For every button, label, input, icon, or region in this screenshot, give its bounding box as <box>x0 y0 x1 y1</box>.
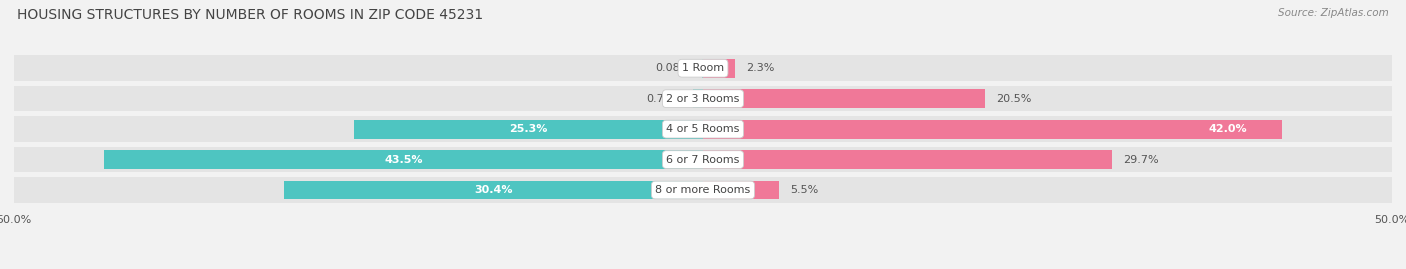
Bar <box>703 59 735 78</box>
Text: 5.5%: 5.5% <box>790 185 818 195</box>
Text: Source: ZipAtlas.com: Source: ZipAtlas.com <box>1278 8 1389 18</box>
Text: 43.5%: 43.5% <box>384 155 423 165</box>
Bar <box>703 120 1282 139</box>
Bar <box>693 89 703 108</box>
Text: 30.4%: 30.4% <box>474 185 513 195</box>
Bar <box>284 180 703 200</box>
Text: 25.3%: 25.3% <box>509 124 548 134</box>
Bar <box>14 116 1392 142</box>
Bar <box>703 89 986 108</box>
Bar <box>14 55 1392 81</box>
Bar <box>14 147 1392 172</box>
Text: 2.3%: 2.3% <box>745 63 775 73</box>
Text: 2 or 3 Rooms: 2 or 3 Rooms <box>666 94 740 104</box>
Bar <box>104 150 703 169</box>
Text: 6 or 7 Rooms: 6 or 7 Rooms <box>666 155 740 165</box>
Text: 20.5%: 20.5% <box>997 94 1032 104</box>
Bar <box>14 177 1392 203</box>
Text: 42.0%: 42.0% <box>1209 124 1247 134</box>
Text: HOUSING STRUCTURES BY NUMBER OF ROOMS IN ZIP CODE 45231: HOUSING STRUCTURES BY NUMBER OF ROOMS IN… <box>17 8 484 22</box>
Bar <box>703 180 779 200</box>
Bar <box>354 120 703 139</box>
Text: 29.7%: 29.7% <box>1123 155 1159 165</box>
Text: 1 Room: 1 Room <box>682 63 724 73</box>
Bar <box>14 86 1392 111</box>
Bar <box>703 150 1112 169</box>
Text: 8 or more Rooms: 8 or more Rooms <box>655 185 751 195</box>
Text: 0.08%: 0.08% <box>655 63 690 73</box>
Text: 4 or 5 Rooms: 4 or 5 Rooms <box>666 124 740 134</box>
Text: 0.72%: 0.72% <box>647 94 682 104</box>
